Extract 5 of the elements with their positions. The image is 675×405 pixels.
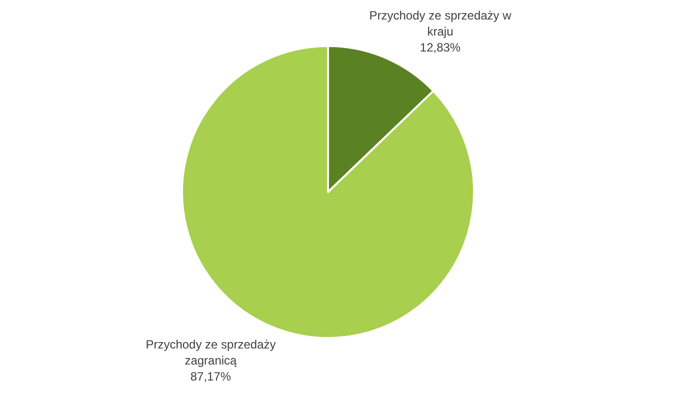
slice-label: Przychody ze sprzedaży zagranicą xyxy=(146,337,276,368)
slice-label: Przychody ze sprzedaży w kraju xyxy=(369,8,512,39)
pie-slice xyxy=(181,45,475,339)
data-label: 87,17% xyxy=(190,369,232,384)
data-label: 12,83% xyxy=(420,40,461,55)
